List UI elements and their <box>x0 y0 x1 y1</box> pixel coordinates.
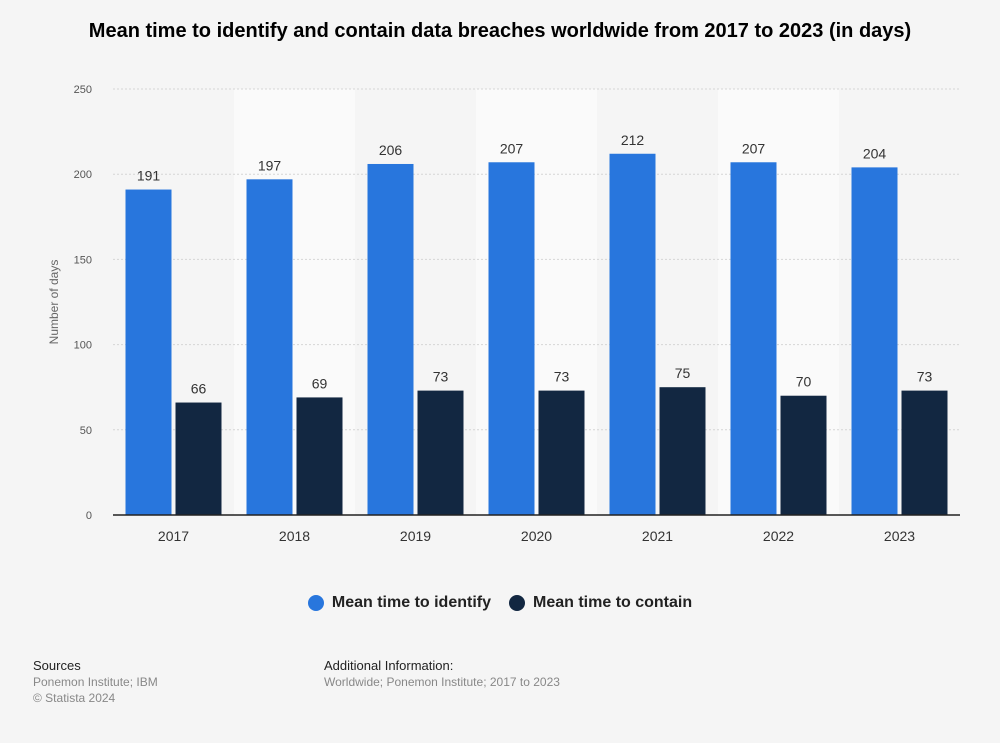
bar <box>851 167 898 515</box>
sources-line: Ponemon Institute; IBM <box>33 675 158 689</box>
bar <box>125 189 172 515</box>
bar-chart: 0 50 100 150 200 250 Number of days 191 66 2017 19… <box>47 84 960 544</box>
data-label: 73 <box>433 369 449 385</box>
data-label: 73 <box>917 369 933 385</box>
bar <box>609 153 656 515</box>
data-label: 197 <box>258 157 282 173</box>
bar <box>488 162 535 515</box>
bar <box>296 397 343 515</box>
x-tick-label: 2022 <box>763 528 794 544</box>
legend-item-identify[interactable]: Mean time to identify <box>307 594 491 612</box>
copyright-line: © Statista 2024 <box>33 691 116 705</box>
data-label: 73 <box>554 369 570 385</box>
x-tick-label: 2018 <box>279 528 310 544</box>
legend-marker-identify <box>307 595 324 611</box>
legend-item-contain[interactable]: Mean time to contain <box>509 594 692 612</box>
x-tick-label: 2017 <box>158 528 189 544</box>
y-axis-label: Number of days <box>47 260 61 345</box>
x-tick-label: 2020 <box>521 528 552 544</box>
bar <box>538 390 585 515</box>
y-tick-label: 250 <box>74 84 92 96</box>
y-tick-label: 150 <box>74 254 92 266</box>
x-tick-label: 2023 <box>884 528 915 544</box>
y-tick-label: 50 <box>80 425 92 437</box>
bar <box>246 179 293 515</box>
additional-info-text: Worldwide; Ponemon Institute; 2017 to 20… <box>324 675 560 689</box>
legend-label-identify: Mean time to identify <box>331 594 491 611</box>
data-label: 204 <box>863 145 887 161</box>
x-tick-label: 2019 <box>400 528 431 544</box>
data-label: 69 <box>312 375 328 391</box>
bar <box>730 162 777 515</box>
data-label: 207 <box>500 140 524 156</box>
legend: Mean time to identify Mean time to conta… <box>0 594 1000 612</box>
data-label: 212 <box>621 132 645 148</box>
bar <box>780 395 827 515</box>
y-tick-label: 0 <box>86 510 92 522</box>
bar <box>659 387 706 515</box>
sources-heading: Sources <box>33 658 81 673</box>
x-tick-label: 2021 <box>642 528 673 544</box>
legend-marker-contain <box>509 595 525 611</box>
bar <box>417 390 464 515</box>
additional-info-heading: Additional Information: <box>324 658 454 673</box>
bar <box>175 402 222 515</box>
sources-block: Sources Ponemon Institute; IBM © Statist… <box>33 658 158 706</box>
y-tick-label: 200 <box>74 169 92 181</box>
bar <box>367 163 414 515</box>
data-label: 75 <box>675 365 691 381</box>
y-tick-label: 100 <box>74 340 92 352</box>
data-label: 191 <box>137 168 161 184</box>
data-label: 207 <box>742 140 766 156</box>
bar <box>901 390 948 515</box>
data-label: 66 <box>191 381 207 397</box>
data-label: 206 <box>379 142 403 158</box>
additional-info-block: Additional Information: Worldwide; Ponem… <box>324 658 560 690</box>
data-label: 70 <box>796 374 812 390</box>
legend-label-contain: Mean time to contain <box>533 594 693 611</box>
chart-title: Mean time to identify and contain data b… <box>88 20 912 42</box>
